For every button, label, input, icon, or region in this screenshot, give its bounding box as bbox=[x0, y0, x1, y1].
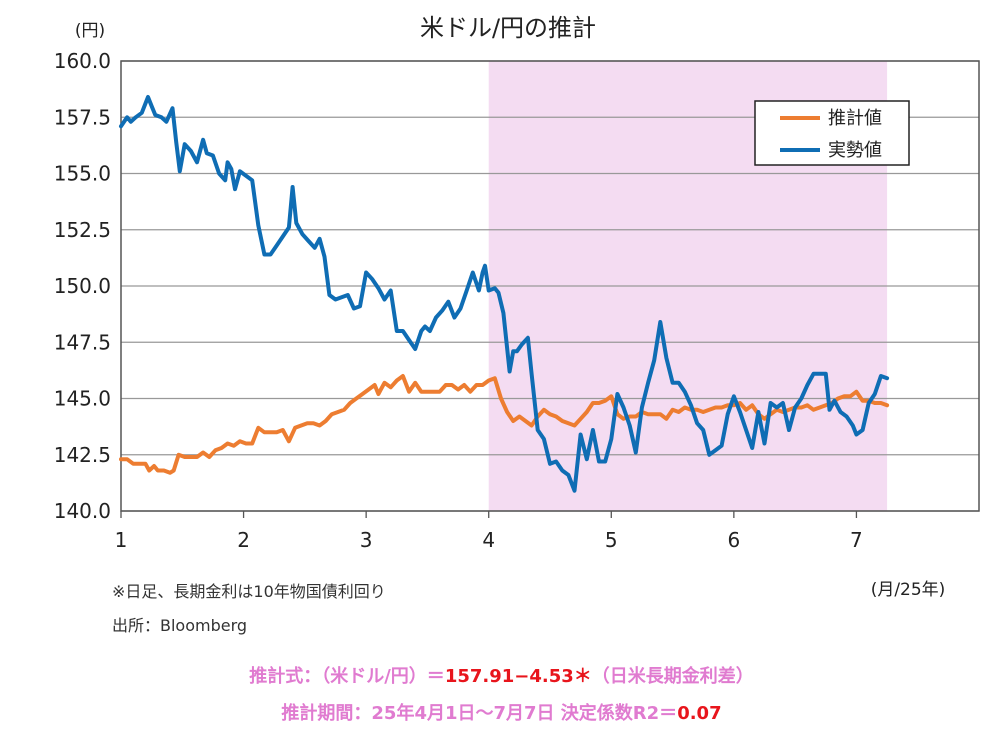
source: 出所：Bloomberg bbox=[112, 616, 248, 635]
formula-label: 推計式：（米ドル/円）＝ bbox=[249, 666, 445, 687]
source-note: ※日足、長期金利は10年物国債利回り bbox=[112, 582, 386, 601]
y-tick-label: 150.0 bbox=[54, 274, 111, 298]
y-tick-label: 145.0 bbox=[54, 387, 111, 411]
x-tick-label: 4 bbox=[482, 528, 495, 552]
r2-value: 0.07 bbox=[677, 703, 722, 724]
x-tick-label: 6 bbox=[727, 528, 740, 552]
x-tick-label: 7 bbox=[850, 528, 863, 552]
chart-title: 米ドル/円の推計 bbox=[420, 14, 596, 42]
y-tick-label: 160.0 bbox=[54, 49, 111, 73]
plot-border bbox=[120, 60, 980, 512]
x-tick-label: 2 bbox=[237, 528, 250, 552]
formula-line-2: 推計期間：25年4月1日～7月7日 決定係数R2＝0.07 bbox=[0, 699, 1003, 725]
y-tick-label: 140.0 bbox=[54, 499, 111, 523]
y-tick-label: 152.5 bbox=[54, 218, 111, 242]
x-tick-label: 5 bbox=[605, 528, 618, 552]
series-line-actual bbox=[119, 95, 890, 493]
legend-label-estimate: 推計値 bbox=[828, 108, 882, 129]
formula-line-1: 推計式：（米ドル/円）＝157.91−4.53＊（日米長期金利差） bbox=[0, 662, 1003, 688]
y-unit-label: (円) bbox=[75, 21, 105, 41]
series-lines bbox=[119, 95, 890, 493]
x-tick-label: 1 bbox=[115, 528, 128, 552]
y-tick-label: 142.5 bbox=[54, 443, 111, 467]
x-tick-label: 3 bbox=[360, 528, 373, 552]
formula-tail: （日米長期金利差） bbox=[591, 666, 754, 687]
y-tick-label: 147.5 bbox=[54, 330, 111, 354]
legend-label-actual: 実勢値 bbox=[828, 140, 882, 161]
y-tick-label: 157.5 bbox=[54, 105, 111, 129]
formula-value: 157.91−4.53＊ bbox=[444, 666, 592, 687]
x-axis-ticks: 1 2 3 4 5 6 7 bbox=[115, 511, 863, 552]
x-unit-label: (月/25年) bbox=[871, 580, 946, 600]
legend-box bbox=[754, 100, 910, 166]
period-label: 推計期間：25年4月1日～7月7日 決定係数R2＝ bbox=[281, 703, 678, 724]
legend: 推計値 実勢値 bbox=[754, 100, 910, 166]
y-tick-label: 155.0 bbox=[54, 162, 111, 186]
y-axis-ticks: 140.0 142.5 145.0 147.5 150.0 152.5 155.0 157.5… bbox=[54, 49, 111, 523]
